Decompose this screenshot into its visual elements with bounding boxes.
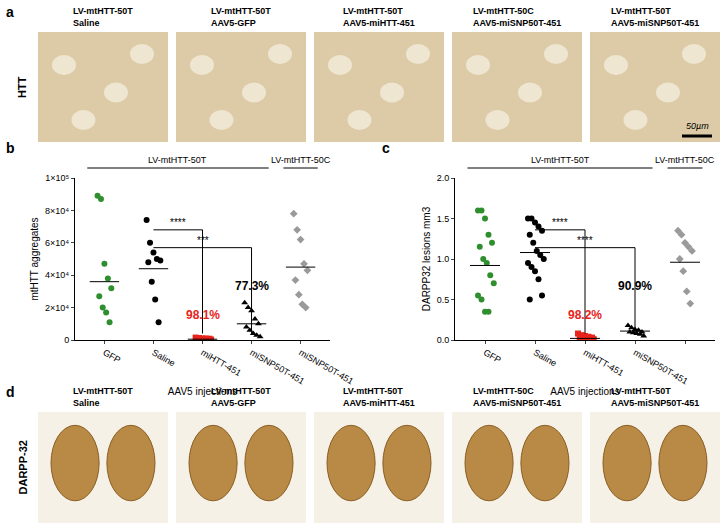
svg-text:LV-mtHTT-50TAAV5-miSNP50T-451: LV-mtHTT-50TAAV5-miSNP50T-451 <box>611 6 699 28</box>
svg-text:****: **** <box>552 217 568 228</box>
svg-text:1×10⁵: 1×10⁵ <box>45 173 69 183</box>
svg-text:AAV5 injections: AAV5 injections <box>168 386 237 397</box>
svg-text:2×10⁴: 2×10⁴ <box>45 303 69 313</box>
svg-text:LV-mtHTT-50TAAV5-GFP: LV-mtHTT-50TAAV5-GFP <box>211 386 271 408</box>
svg-text:98.2%: 98.2% <box>568 308 602 322</box>
svg-text:LV-mtHTT-50TAAV5-GFP: LV-mtHTT-50TAAV5-GFP <box>211 6 271 28</box>
svg-text:50µm: 50µm <box>686 121 709 131</box>
svg-text:****: **** <box>170 217 186 228</box>
svg-text:0.5: 0.5 <box>437 295 450 305</box>
svg-text:1.5: 1.5 <box>437 214 450 224</box>
svg-text:****: **** <box>577 235 593 246</box>
svg-text:90.9%: 90.9% <box>618 279 652 293</box>
svg-text:LV-mtHTT-50CAAV5-miSNP50T-451: LV-mtHTT-50CAAV5-miSNP50T-451 <box>473 6 561 28</box>
svg-text:miHTT-451: miHTT-451 <box>582 347 626 378</box>
svg-text:***: *** <box>197 235 209 246</box>
svg-text:miSNP50T-451: miSNP50T-451 <box>248 347 306 386</box>
svg-text:LV-mtHTT-50T: LV-mtHTT-50T <box>148 155 207 165</box>
svg-text:AAV5 injections: AAV5 injections <box>550 386 619 397</box>
svg-text:LV-mtHTT-50C: LV-mtHTT-50C <box>271 155 331 165</box>
svg-text:8×10⁴: 8×10⁴ <box>45 206 69 216</box>
svg-text:d: d <box>6 384 15 400</box>
svg-text:miSNP50T-451: miSNP50T-451 <box>632 347 690 386</box>
svg-text:LV-mtHTT-50T: LV-mtHTT-50T <box>531 155 590 165</box>
svg-text:c: c <box>382 140 390 156</box>
svg-text:4×10⁴: 4×10⁴ <box>45 270 69 280</box>
svg-text:0: 0 <box>64 335 69 345</box>
svg-text:LV-mtHTT-50TAAV5-miSNP50T-451: LV-mtHTT-50TAAV5-miSNP50T-451 <box>611 386 699 408</box>
svg-text:0.0: 0.0 <box>437 335 450 345</box>
svg-text:a: a <box>6 4 14 20</box>
svg-text:LV-mtHTT-50TAAV5-miHTT-451: LV-mtHTT-50TAAV5-miHTT-451 <box>343 6 415 28</box>
svg-text:GFP: GFP <box>101 347 122 365</box>
svg-text:mtHTT aggregates: mtHTT aggregates <box>29 217 40 300</box>
svg-text:GFP: GFP <box>482 347 503 365</box>
svg-text:HTT: HTT <box>16 76 28 98</box>
svg-text:6×10⁴: 6×10⁴ <box>45 238 69 248</box>
svg-text:b: b <box>6 140 15 156</box>
svg-text:LV-mtHTT-50TSaline: LV-mtHTT-50TSaline <box>73 386 133 408</box>
svg-text:miSNP50T-451: miSNP50T-451 <box>297 347 355 386</box>
svg-text:miHTT-451: miHTT-451 <box>199 347 243 378</box>
svg-text:Saline: Saline <box>150 347 177 368</box>
svg-text:LV-mtHTT-50C: LV-mtHTT-50C <box>655 155 715 165</box>
svg-text:1.0: 1.0 <box>437 254 450 264</box>
svg-text:98.1%: 98.1% <box>186 308 220 322</box>
svg-text:LV-mtHTT-50TAAV5-miHTT-451: LV-mtHTT-50TAAV5-miHTT-451 <box>343 386 415 408</box>
svg-text:DARPP-32: DARPP-32 <box>17 440 29 494</box>
svg-text:77.3%: 77.3% <box>235 279 269 293</box>
svg-text:LV-mtHTT-50TSaline: LV-mtHTT-50TSaline <box>73 6 133 28</box>
svg-text:Saline: Saline <box>532 347 559 368</box>
svg-text:DARPP32 lesions mm3: DARPP32 lesions mm3 <box>421 206 432 311</box>
svg-text:LV-mtHTT-50CAAV5-miSNP50T-451: LV-mtHTT-50CAAV5-miSNP50T-451 <box>473 386 561 408</box>
svg-text:2.0: 2.0 <box>437 173 450 183</box>
